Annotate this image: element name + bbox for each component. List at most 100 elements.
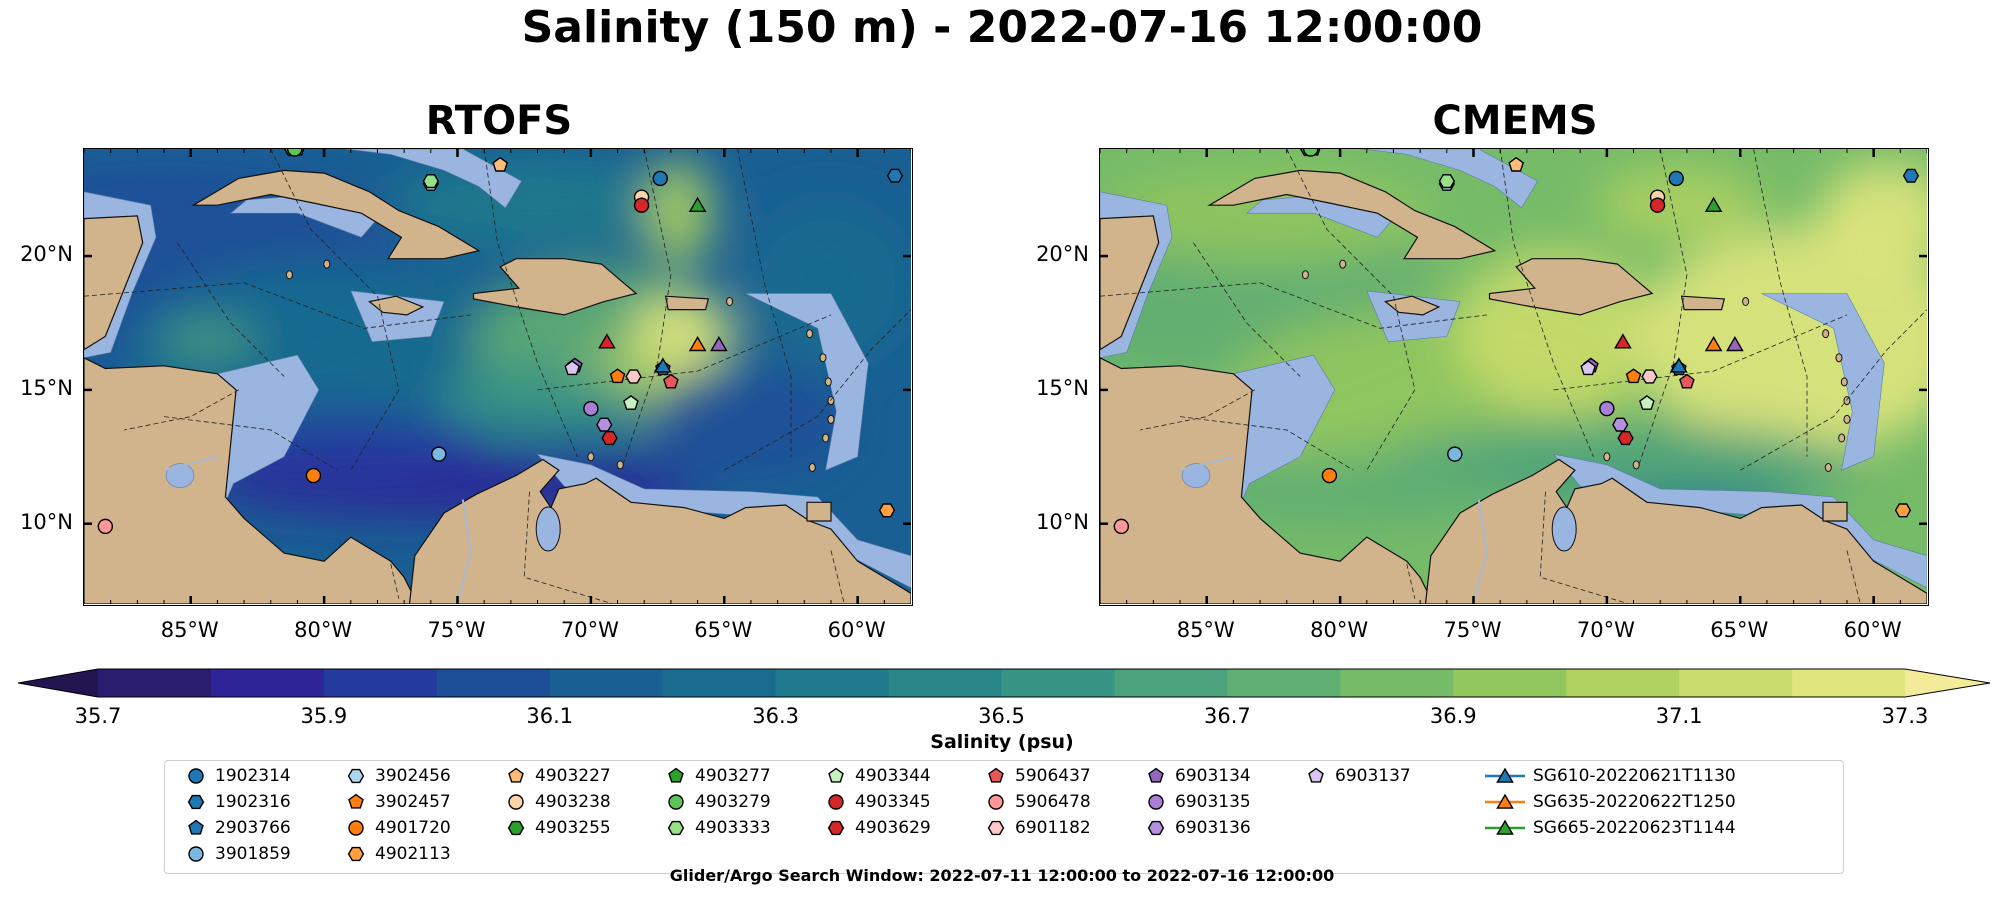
marker-4903333	[1438, 174, 1456, 189]
legend-label: 4903277	[695, 766, 771, 786]
legend-label: 5906437	[1015, 766, 1091, 786]
legend-item: 4903345	[825, 791, 931, 813]
legend-marker-icon	[188, 819, 204, 835]
marker-SG610-20220621T1130	[654, 357, 672, 373]
legend-marker-icon	[1308, 767, 1324, 783]
legend-symbol	[987, 820, 1005, 836]
legend-marker-icon	[1485, 767, 1525, 783]
colorbar-segment	[1227, 669, 1341, 697]
colorbar-segment	[1792, 669, 1906, 697]
colorbar-segment	[1340, 669, 1454, 697]
lon-tick-label: 80°W	[1310, 618, 1369, 642]
marker-4903629	[1617, 431, 1634, 446]
colorbar-segment	[1114, 669, 1228, 697]
marker-1902314	[1668, 170, 1684, 187]
legend-marker-icon	[348, 820, 364, 836]
legend-item: 5906478	[985, 791, 1091, 813]
marker-4903227	[1508, 156, 1525, 172]
legend-item: 4901720	[345, 817, 451, 839]
colorbar-tick-label: 36.3	[752, 704, 799, 728]
marker-4903227	[492, 156, 509, 172]
legend-symbol	[988, 767, 1004, 783]
legend-symbol	[348, 820, 364, 836]
legend-label: 4903238	[535, 792, 611, 812]
lat-tick-label: 20°N	[1036, 242, 1089, 267]
colorbar-tick-label: 37.3	[1881, 704, 1929, 728]
lat-tick-label: 15°N	[1036, 375, 1089, 400]
legend-marker-icon	[508, 767, 524, 783]
legend-item: 4903227	[505, 765, 611, 787]
legend-item: SG665-20220623T1144	[1485, 817, 1736, 839]
legend-symbol	[668, 767, 684, 783]
legend-label: 4903255	[535, 818, 611, 838]
map-panel-rtofs[interactable]	[83, 148, 913, 606]
legend-label: SG665-20220623T1144	[1533, 818, 1736, 838]
legend-symbol	[1308, 767, 1324, 783]
legend-label: 4901720	[375, 818, 451, 838]
colorbar-tick-label: 36.1	[526, 704, 574, 728]
marker-3902457	[1625, 368, 1642, 384]
lon-tick-label: 85°W	[1176, 618, 1235, 642]
map-canvas	[1100, 149, 1927, 604]
marker-5906478	[1113, 518, 1130, 535]
lat-tick-label: 10°N	[20, 509, 73, 534]
legend-marker-icon	[987, 820, 1005, 836]
marker-6903136	[1612, 417, 1629, 432]
marker-1902316	[1902, 168, 1920, 183]
colorbar-tick-label: 36.9	[1429, 704, 1477, 728]
legend-item: 2903766	[185, 817, 291, 839]
legend-symbol	[507, 820, 525, 836]
legend-label: 6903136	[1175, 818, 1251, 838]
colorbar-tick-label: 35.7	[74, 704, 122, 728]
marker-SG635-20220622T1250	[688, 336, 707, 352]
lon-tick-label: 70°W	[1576, 618, 1635, 642]
colorbar-segment	[549, 669, 664, 697]
marker-SG667-20220629T1254	[598, 333, 616, 349]
legend-marker-icon	[1485, 793, 1525, 809]
legend-label: 4903344	[855, 766, 931, 786]
lon-tick-label: 65°W	[694, 618, 753, 642]
legend-symbol	[347, 768, 365, 784]
legend-marker-icon	[348, 793, 364, 809]
colorbar-segment	[1453, 669, 1567, 697]
marker-4903333	[422, 174, 440, 189]
legend-symbol	[348, 793, 364, 809]
marker-1902314	[652, 170, 668, 187]
lon-tick-label: 75°W	[427, 618, 486, 642]
lon-tick-label: 75°W	[1443, 618, 1502, 642]
map-panel-cmems[interactable]	[1099, 148, 1929, 606]
marker-4903344	[1639, 395, 1655, 410]
marker-SG678-20220622T1240	[710, 336, 728, 352]
legend-marker-icon	[1148, 767, 1164, 783]
legend-item: 4903344	[825, 765, 931, 787]
salinity-colorbar	[17, 668, 1991, 698]
marker-4901720	[305, 467, 322, 484]
marker-3901859	[431, 446, 447, 462]
legend-item: 5906437	[985, 765, 1091, 787]
legend-item: 4903238	[505, 791, 611, 813]
legend-item: SG610-20220621T1130	[1485, 765, 1736, 787]
legend-marker-icon	[988, 767, 1004, 783]
legend-label: 6901182	[1015, 818, 1091, 838]
marker-4903279	[1303, 149, 1319, 157]
legend-label: 6903134	[1175, 766, 1251, 786]
legend-item: 3901859	[185, 843, 291, 865]
legend-item: 1902314	[185, 765, 291, 787]
legend-marker-icon	[347, 846, 365, 862]
legend-symbol	[1148, 767, 1164, 783]
colorbar-under-arrow	[18, 669, 98, 697]
legend-label: 1902316	[215, 792, 291, 812]
marker-4903344	[623, 395, 639, 410]
marker-6903135	[1599, 400, 1615, 417]
colorbar-segment	[98, 669, 212, 697]
legend-symbol	[828, 794, 844, 810]
legend-symbol	[188, 768, 204, 784]
legend-marker-icon	[1485, 819, 1525, 835]
colorbar-tick-label: 37.1	[1655, 704, 1703, 728]
legend-label: 4903333	[695, 818, 771, 838]
legend-symbol	[188, 846, 204, 862]
legend-symbol	[1496, 767, 1514, 783]
colorbar-tick-label: 36.7	[1203, 704, 1251, 728]
colorbar-segment	[1679, 669, 1793, 697]
legend-symbol	[827, 820, 845, 836]
